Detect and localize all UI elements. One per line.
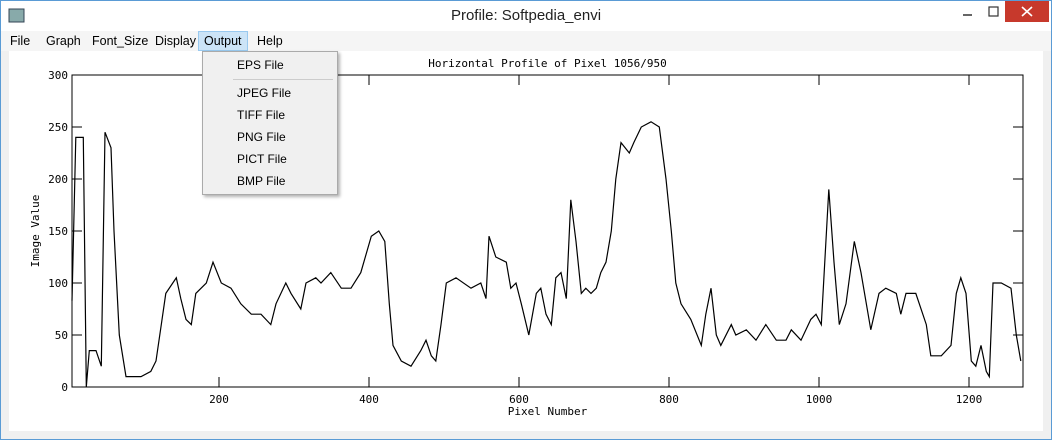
y-tick-label: 250 [48,121,68,134]
menu-bar: File Graph Font_Size Display Output Help [1,31,1051,51]
dropdown-item[interactable]: JPEG File [237,86,292,100]
output-dropdown: EPS File JPEG File TIFF File PNG File PICT F… [202,51,338,195]
plot-background [9,51,1043,431]
menu-item[interactable]: Graph [46,34,81,48]
chart-title: Horizontal Profile of Pixel 1056/950 [428,57,666,70]
x-tick-label: 200 [209,393,229,406]
title-bar: Profile: Softpedia_envi [1,1,1051,31]
menu-item[interactable]: Display [155,34,196,48]
app-icon [8,8,25,23]
dropdown-item[interactable]: EPS File [237,58,284,72]
y-axis-label: Image Value [29,195,42,268]
x-tick-label: 1000 [806,393,833,406]
y-tick-label: 100 [48,277,68,290]
maximize-button[interactable] [988,6,999,17]
menu-item[interactable]: Font_Size [92,34,149,48]
y-tick-label: 300 [48,69,68,82]
x-tick-label: 800 [659,393,679,406]
chart: Horizontal Profile of Pixel 1056/950 Pixe… [9,51,1043,431]
y-tick-label: 200 [48,173,68,186]
window-controls [963,1,1049,22]
profile-line [71,121,1022,388]
menu-item[interactable]: Help [257,34,283,48]
x-tick-label: 600 [509,393,529,406]
separator [233,79,333,80]
y-tick-label: 50 [55,329,68,342]
window-title: Profile: Softpedia_envi [450,7,602,24]
x-tick-label: 1200 [956,393,983,406]
x-axis-label: Pixel Number [508,405,588,418]
y-tick-label: 0 [61,381,68,394]
dropdown-item[interactable]: PICT File [237,152,287,166]
dropdown-item[interactable]: BMP File [237,174,286,188]
x-tick-label: 400 [359,393,379,406]
dropdown-item[interactable]: PNG File [237,130,286,144]
menu-item[interactable]: Output [198,31,248,51]
dropdown-item[interactable]: TIFF File [237,108,285,122]
menu-item[interactable]: File [10,34,31,48]
close-icon [1021,6,1033,17]
y-tick-label: 150 [48,225,68,238]
